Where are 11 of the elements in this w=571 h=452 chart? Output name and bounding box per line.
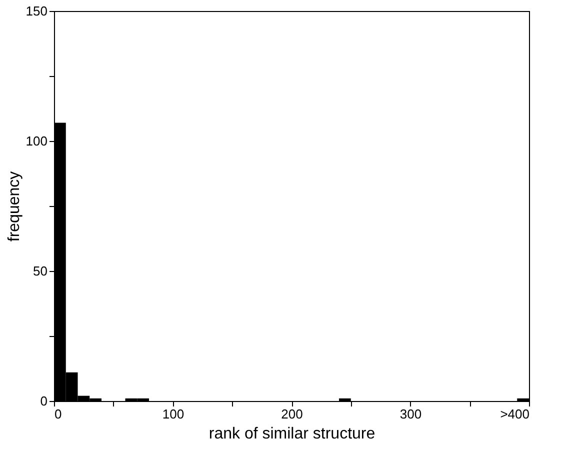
y-tick-label: 0 [40, 394, 48, 408]
x-tick-label: 0 [54, 406, 62, 422]
x-axis-title: rank of similar structure [208, 426, 376, 442]
y-axis-title: frequency [6, 171, 23, 242]
y-tick-label: 150 [26, 4, 48, 18]
x-tick-label: 200 [281, 406, 303, 422]
x-tick-label: 300 [400, 406, 422, 422]
y-tick-label: 100 [26, 134, 48, 148]
x-tick-label: >400 [500, 406, 530, 422]
y-tick-label: 50 [33, 264, 48, 278]
x-tick-label: 100 [162, 406, 184, 422]
